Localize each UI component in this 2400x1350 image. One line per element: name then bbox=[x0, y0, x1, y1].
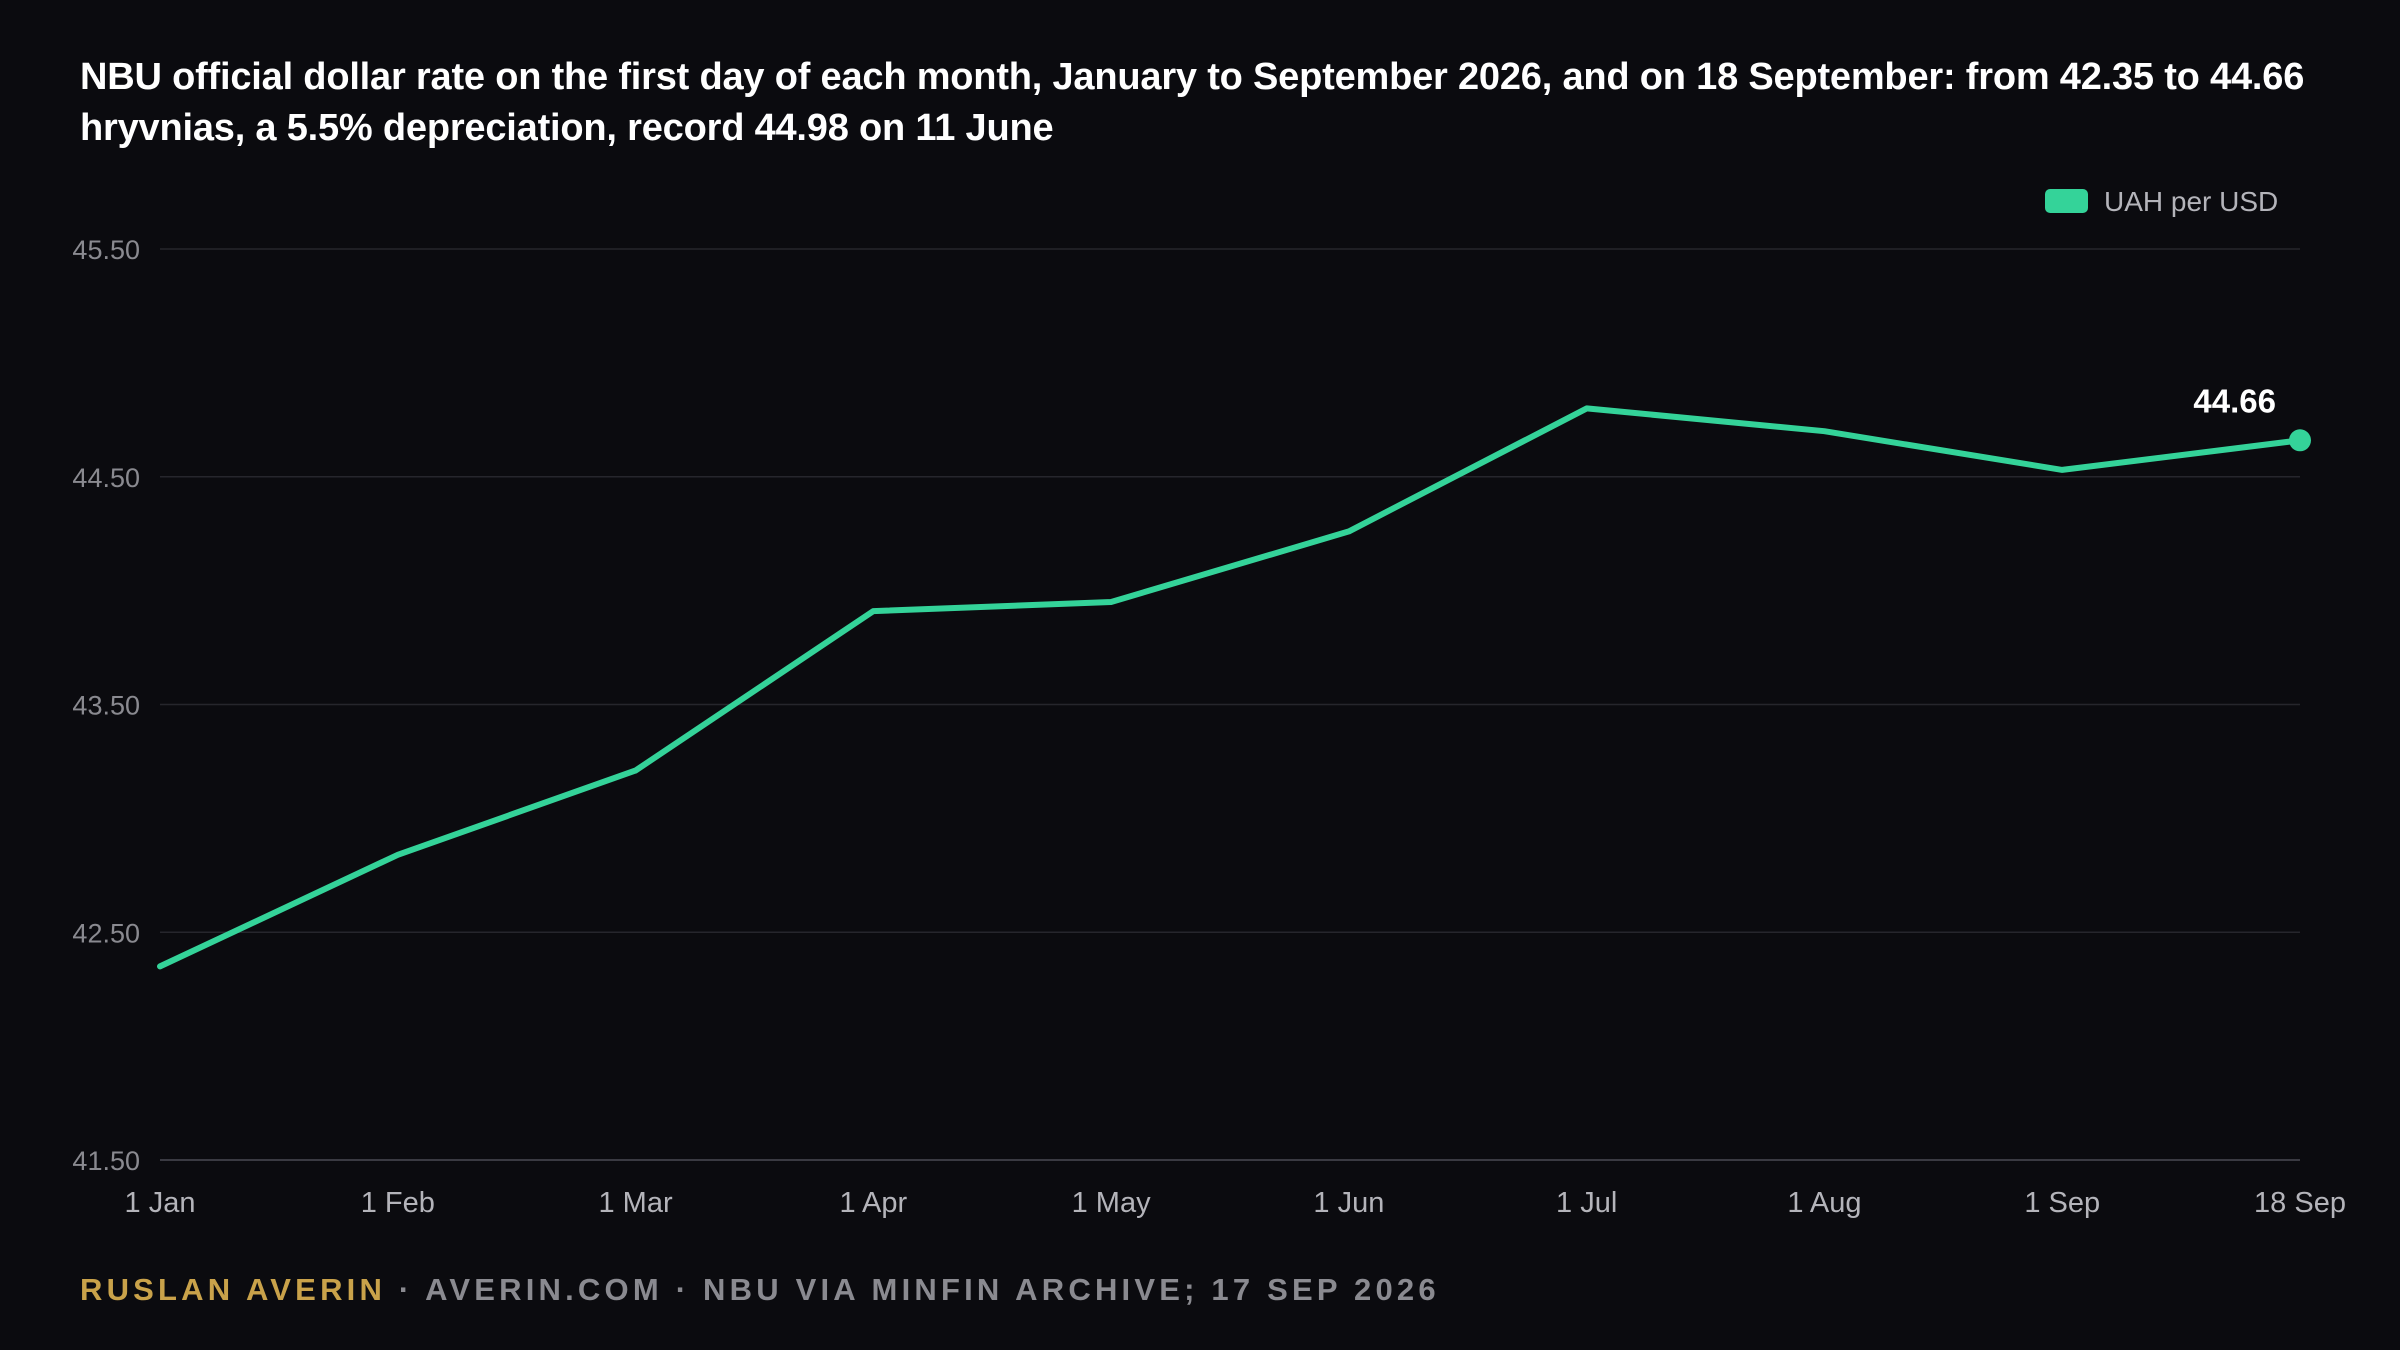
x-tick-label: 1 Jan bbox=[125, 1187, 196, 1219]
x-tick-label: 18 Sep bbox=[2254, 1187, 2346, 1219]
x-tick-label: 1 Jun bbox=[1313, 1187, 1384, 1219]
end-value-label: 44.66 bbox=[2193, 382, 2276, 419]
x-tick-label: 1 Apr bbox=[839, 1187, 907, 1219]
footer-separator-1: · bbox=[398, 1272, 414, 1307]
x-tick-label: 1 May bbox=[1072, 1187, 1151, 1219]
legend-label-uah-per-usd: UAH per USD bbox=[2104, 186, 2278, 217]
legend-swatch bbox=[2045, 189, 2088, 213]
footer-site: AVERIN.COM bbox=[425, 1272, 663, 1307]
y-tick-label: 45.50 bbox=[72, 235, 140, 265]
x-tick-label: 1 Feb bbox=[361, 1187, 435, 1219]
x-tick-label: 1 Jul bbox=[1556, 1187, 1617, 1219]
footer-source: NBU VIA MINFIN ARCHIVE; 17 SEP 2026 bbox=[703, 1272, 1440, 1307]
end-point-marker bbox=[2289, 429, 2311, 452]
legend: UAH per USD bbox=[2045, 186, 2278, 217]
x-tick-label: 1 Sep bbox=[2024, 1187, 2100, 1219]
footer-credit: RUSLAN AVERIN · AVERIN.COM · NBU VIA MIN… bbox=[80, 1272, 1440, 1308]
y-tick-label: 41.50 bbox=[72, 1146, 140, 1176]
grid-lines bbox=[160, 248, 2300, 1161]
y-tick-label: 42.50 bbox=[72, 918, 140, 948]
y-tick-label: 43.50 bbox=[72, 691, 140, 721]
series-layer: 44.66 bbox=[157, 382, 2311, 970]
footer-separator-2: · bbox=[675, 1272, 691, 1307]
x-axis-ticks: 1 Jan 1 Feb 1 Mar 1 Apr 1 May 1 Jun 1 Jul 1 Aug… bbox=[125, 1187, 2346, 1219]
y-tick-label: 44.50 bbox=[72, 463, 140, 493]
footer-author: RUSLAN AVERIN bbox=[80, 1272, 387, 1307]
x-tick-label: 1 Aug bbox=[1787, 1187, 1861, 1219]
chart-title: NBU official dollar rate on the first da… bbox=[80, 56, 2305, 149]
series-line-uah-per-usd bbox=[157, 405, 2303, 970]
y-axis-ticks: 41.50 42.50 43.50 44.50 45.50 bbox=[72, 235, 140, 1176]
x-tick-label: 1 Mar bbox=[598, 1187, 672, 1219]
